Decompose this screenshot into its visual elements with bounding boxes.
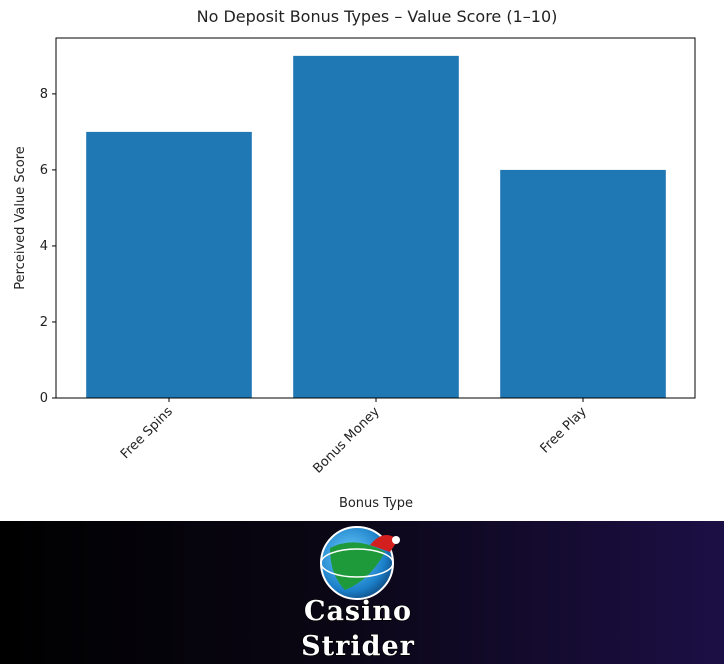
- y-tick-label: 8: [40, 87, 48, 102]
- logo-orbit: [320, 548, 394, 578]
- x-tick-label: Bonus Money: [310, 404, 383, 477]
- chart-title: No Deposit Bonus Types – Value Score (1–…: [197, 7, 558, 26]
- footer-banner: Casino Strider: [0, 521, 724, 664]
- y-axis-label: Perceived Value Score: [13, 146, 28, 290]
- y-tick-label: 6: [40, 163, 48, 178]
- x-axis-label: Bonus Type: [339, 496, 413, 511]
- bar: [500, 169, 666, 398]
- x-tick-label: Free Spins: [118, 404, 176, 462]
- y-tick-label: 2: [40, 315, 48, 330]
- logo-hat-pom: [392, 536, 400, 544]
- logo-hat: [370, 535, 398, 552]
- brand-line: Casino: [304, 596, 412, 627]
- axes-frame: [55, 37, 696, 399]
- plot-area: 0 2 4 6 8 Free Spins Bonus Money Free Play: [40, 55, 666, 477]
- logo-land: [330, 542, 385, 590]
- x-tick-label: Free Play: [538, 404, 590, 456]
- y-tick-label: 0: [40, 391, 48, 406]
- bar: [293, 55, 459, 399]
- bar: [86, 131, 252, 398]
- brand-line: Strider: [301, 631, 415, 662]
- y-tick-label: 4: [40, 239, 48, 254]
